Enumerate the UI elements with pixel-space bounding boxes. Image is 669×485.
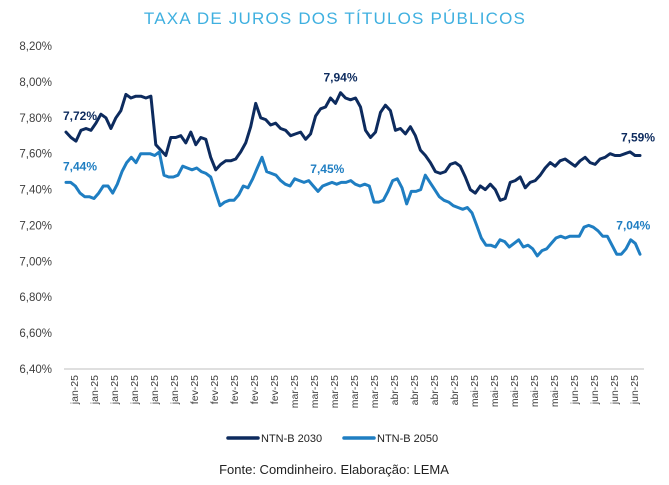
- x-tick-label: jun-25: [569, 375, 581, 405]
- x-tick-label: jan-25: [69, 375, 81, 405]
- x-tick-label: jan-25: [129, 375, 141, 405]
- x-tick-label: jun-25: [609, 375, 621, 405]
- chart-title: TAXA DE JUROS DOS TÍTULOS PÚBLICOS: [144, 9, 526, 28]
- y-tick-label: 6,80%: [19, 292, 52, 304]
- y-tick-label: 8,00%: [19, 77, 52, 89]
- legend-item-ntnb2050: NTN-B 2050: [342, 433, 438, 445]
- series-line-ntnb2050: [64, 150, 642, 258]
- x-tick-label: mar-25: [349, 375, 361, 408]
- data-labels: 7,72% 7,94% 7,59% 7,44% 7,45% 7,04%: [63, 71, 655, 233]
- source-note: Fonte: Comdinheiro. Elaboração: LEMA: [219, 462, 449, 477]
- x-tick-label: jan-25: [89, 375, 101, 405]
- y-tick-label: 7,00%: [19, 256, 52, 268]
- x-tick-label: mai-25: [529, 375, 541, 407]
- x-tick-label: mai-25: [509, 375, 521, 407]
- x-tick-label: mai-25: [469, 375, 481, 407]
- series-line-ntnb2030: [64, 91, 642, 202]
- x-tick-label: fev-25: [209, 375, 221, 404]
- x-tick-label: abr-25: [449, 375, 461, 406]
- x-tick-label: abr-25: [429, 375, 441, 406]
- y-tick-label: 8,20%: [19, 41, 52, 53]
- data-label-ntnb2050: 7,04%: [616, 218, 650, 232]
- y-tick-label: 6,60%: [19, 328, 52, 340]
- y-tick-label: 7,40%: [19, 185, 52, 197]
- x-tick-label: mar-25: [289, 375, 301, 408]
- x-axis: jan-25 jan-25 jan-25 jan-25 jan-25 jan-25 fev-…: [69, 375, 641, 408]
- legend-item-ntnb2030: NTN-B 2030: [226, 433, 322, 445]
- x-tick-label: fev-25: [249, 375, 261, 404]
- x-tick-label: mar-25: [309, 375, 321, 408]
- x-tick-label: jan-25: [169, 375, 181, 405]
- x-tick-label: fev-25: [229, 375, 241, 404]
- y-tick-label: 6,40%: [19, 364, 52, 376]
- x-tick-label: abr-25: [409, 375, 421, 406]
- x-tick-label: mai-25: [549, 375, 561, 407]
- x-tick-label: jun-25: [589, 375, 601, 405]
- data-label-ntnb2050: 7,44%: [63, 159, 97, 173]
- legend: NTN-B 2030 NTN-B 2050: [226, 433, 438, 445]
- legend-label-ntnb2030: NTN-B 2030: [261, 433, 322, 445]
- data-label-ntnb2030: 7,59%: [621, 131, 655, 145]
- x-tick-label: mar-25: [329, 375, 341, 408]
- y-tick-label: 7,80%: [19, 113, 52, 125]
- x-tick-label: mai-25: [489, 375, 501, 407]
- series-layer: [64, 91, 642, 258]
- x-tick-label: fev-25: [269, 375, 281, 404]
- x-tick-label: jun-25: [629, 375, 641, 405]
- y-tick-label: 7,20%: [19, 220, 52, 232]
- x-tick-label: jan-25: [109, 375, 121, 405]
- legend-label-ntnb2050: NTN-B 2050: [377, 433, 438, 445]
- x-tick-label: abr-25: [389, 375, 401, 406]
- y-axis: 6,40% 6,60% 6,80% 7,00% 7,20% 7,40% 7,60% 7,80%…: [19, 41, 52, 376]
- y-tick-label: 7,60%: [19, 149, 52, 161]
- data-label-ntnb2050: 7,45%: [310, 162, 344, 176]
- data-label-ntnb2030: 7,72%: [63, 109, 97, 123]
- data-label-ntnb2030: 7,94%: [323, 71, 357, 85]
- x-tick-label: jan-25: [149, 375, 161, 405]
- x-tick-label: fev-25: [189, 375, 201, 404]
- x-tick-label: mar-25: [369, 375, 381, 408]
